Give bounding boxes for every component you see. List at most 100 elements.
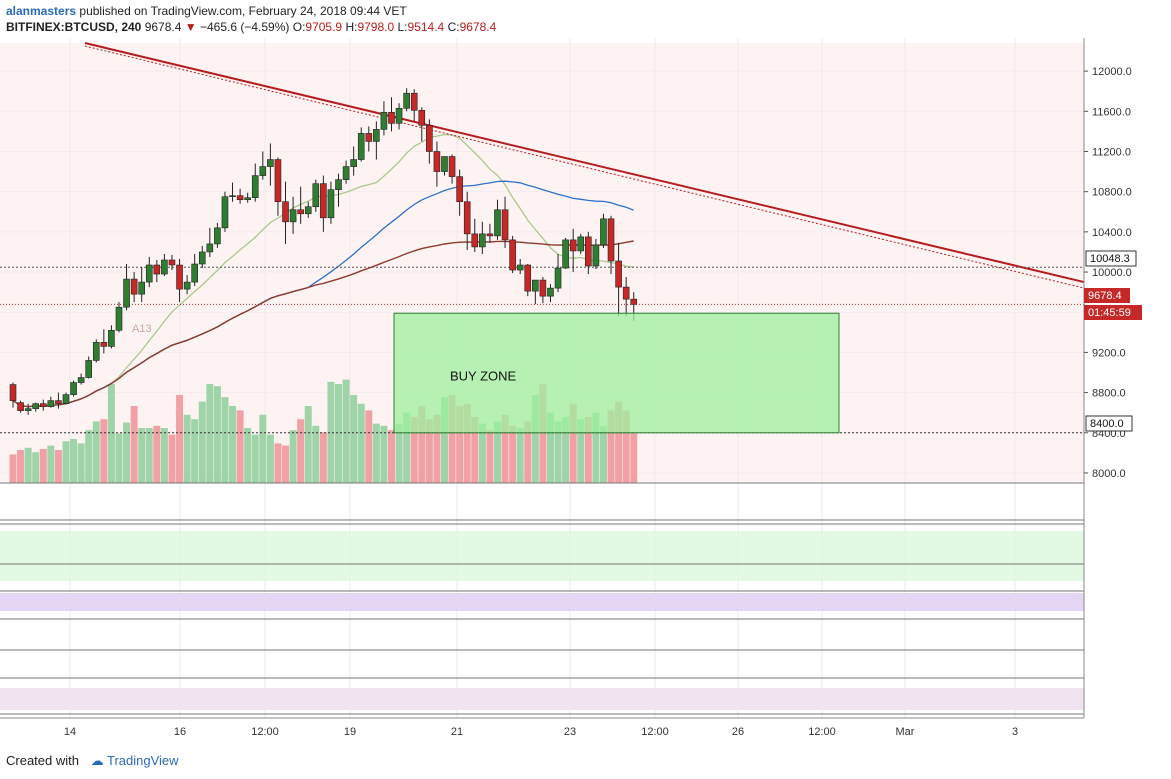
price-tag-resistance — [1085, 250, 1137, 267]
publish-line: alanmasters published on TradingView.com… — [6, 3, 496, 19]
volume-bar — [622, 410, 630, 483]
volume-bar — [478, 423, 486, 483]
volume-bar — [100, 419, 108, 483]
tradingview-brand-text: TradingView — [107, 753, 179, 768]
candle-body — [456, 176, 463, 203]
candle-body — [410, 92, 418, 111]
candle-body — [259, 166, 267, 176]
price-tick-label: 10400.0 — [1092, 227, 1132, 239]
volume-bar — [448, 395, 456, 483]
price-tag-last-text: 9678.4 — [1088, 290, 1122, 302]
candle-body — [176, 264, 183, 290]
candle-body — [463, 201, 471, 235]
candle-body — [320, 183, 327, 219]
candle-body — [130, 278, 138, 295]
volume-bar — [153, 425, 161, 483]
candle-body — [108, 330, 115, 347]
last-price: 9678.4 — [144, 20, 182, 34]
candle-body — [615, 260, 622, 288]
open-label: O: — [292, 20, 306, 34]
time-tick-label: 14 — [64, 726, 76, 738]
volume-bar — [289, 430, 297, 483]
volume-bar — [107, 384, 115, 483]
time-axis: 14 16 12:00 19 21 23 12:00 26 12:00 Mar 3 — [64, 726, 1018, 738]
volume-bar — [297, 419, 305, 483]
buy-zone-label: BUY ZONE — [450, 369, 517, 384]
candle-body — [471, 233, 479, 248]
price-tick-label: 8000.0 — [1092, 468, 1126, 480]
price-tick-label: 12000.0 — [1092, 66, 1132, 78]
candle-body — [622, 286, 630, 300]
volume-bar — [160, 428, 168, 483]
candle-body — [494, 209, 501, 237]
volume-bar — [584, 417, 592, 483]
high-value: 9798.0 — [357, 20, 395, 34]
publish-info: published on TradingView.com, February 2… — [79, 4, 407, 18]
candle-body — [138, 281, 145, 295]
volume-bar — [138, 428, 146, 483]
candle-body — [267, 159, 274, 167]
a13-label: A13 — [132, 323, 152, 335]
volume-bar — [546, 412, 554, 483]
volume-bar — [251, 434, 259, 483]
volume-bar — [24, 447, 32, 483]
candle-body — [433, 151, 441, 172]
candle-body — [600, 218, 607, 246]
candles — [9, 88, 638, 415]
sma-slow-line — [12, 240, 634, 408]
price-tag-resistance-text: 10048.3 — [1090, 253, 1130, 265]
candle-body — [486, 233, 494, 237]
time-tick-label: 23 — [564, 726, 576, 738]
pane-separators — [0, 38, 1085, 719]
candle-body — [426, 125, 433, 152]
candle-body — [214, 227, 221, 245]
candle-body — [342, 166, 350, 180]
volume-bar — [259, 414, 267, 483]
candle-body — [388, 112, 395, 124]
volume-bar — [229, 406, 237, 483]
price-chart[interactable]: BUY ZONE A13 8000.08400.08800.09200.0960… — [0, 38, 1171, 738]
tradingview-cloud-icon: ☁ — [90, 753, 104, 768]
buy-zone-box[interactable] — [393, 312, 840, 434]
volume-bar — [516, 428, 524, 483]
volume-bar — [213, 386, 221, 483]
tradingview-brand-link[interactable]: ☁ TradingView — [91, 753, 179, 768]
low-label: L: — [397, 20, 408, 34]
candle-body — [304, 206, 312, 215]
candle-body — [100, 342, 108, 347]
price-tag-support — [1085, 415, 1133, 432]
time-tick-label: 12:00 — [251, 726, 279, 738]
volume-bar — [539, 384, 547, 483]
candle-body — [539, 279, 547, 297]
trend-line — [84, 42, 1085, 284]
volume-bar — [17, 450, 25, 483]
candle-body — [297, 209, 304, 215]
rsi-band — [0, 531, 1084, 581]
volume-bar — [418, 406, 426, 483]
candle-body — [365, 133, 373, 142]
candle-body — [554, 267, 562, 289]
volume-bar — [425, 419, 433, 483]
candle-body — [501, 209, 509, 241]
countdown-tag-text: 01:45:59 — [1088, 307, 1131, 319]
candle-body — [92, 342, 100, 361]
volume-bar — [198, 401, 206, 483]
volume-bar — [266, 434, 274, 483]
price-tick-label: 10000.0 — [1092, 267, 1132, 279]
price-tag-last — [1084, 288, 1130, 303]
volume-bar — [577, 419, 585, 483]
candle-body — [229, 195, 236, 197]
volume-bar — [607, 410, 615, 483]
price-tick-label: 11600.0 — [1092, 106, 1131, 118]
author-link[interactable]: alanmasters — [6, 4, 77, 18]
candle-body — [509, 239, 516, 271]
volume-bar — [395, 423, 403, 483]
candle-body — [357, 133, 365, 160]
low-value: 9514.4 — [407, 20, 445, 34]
volume-bar — [569, 403, 577, 483]
candle-body — [569, 239, 577, 252]
volume-bar — [501, 414, 509, 483]
volume-bar — [456, 406, 464, 483]
symbol-name[interactable]: BITFINEX:BTCUSD, 240 — [6, 20, 142, 34]
high-label: H: — [345, 20, 358, 34]
